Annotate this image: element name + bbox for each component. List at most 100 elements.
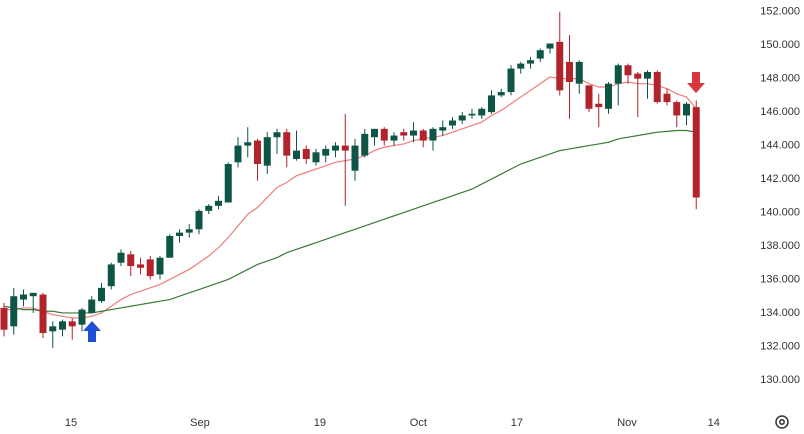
y-tick-label: 136.000 <box>760 273 800 285</box>
candle-body <box>682 103 690 116</box>
y-tick-label: 138.000 <box>760 240 800 252</box>
candle-body <box>497 92 505 96</box>
candle-body <box>595 103 603 108</box>
candle-body <box>49 326 57 332</box>
candle-body <box>195 210 203 230</box>
candle-body <box>127 254 135 267</box>
candle-body <box>546 43 554 49</box>
axes: 130.000 132.000 134.000 136.000 138.000 140.0… <box>65 6 800 429</box>
candle-body <box>517 63 525 69</box>
candle-body <box>107 264 115 287</box>
candle-body <box>663 93 671 103</box>
candle-body <box>429 128 437 141</box>
y-tick-label: 148.000 <box>760 73 800 85</box>
candle-body <box>653 71 661 103</box>
candle-body <box>487 95 495 113</box>
gear-inner <box>779 419 785 425</box>
candle-body <box>136 264 144 268</box>
x-tick-label: Nov <box>617 417 637 429</box>
candle-body <box>214 200 222 206</box>
candle-body <box>673 102 681 116</box>
candle-body <box>322 148 330 156</box>
candle-body <box>224 164 232 203</box>
x-tick-label: 19 <box>314 417 326 429</box>
candle-body <box>692 107 700 198</box>
gear-outer <box>775 415 789 429</box>
candle-body <box>185 229 193 233</box>
candle-body <box>39 294 47 334</box>
candle-body <box>273 132 281 138</box>
candle-body <box>400 132 408 136</box>
candle-body <box>439 127 447 131</box>
sell-arrow <box>687 72 705 93</box>
candle-body <box>68 321 76 327</box>
candle-body <box>234 145 242 163</box>
y-tick-label: 150.000 <box>760 39 800 51</box>
candle-body <box>458 115 466 121</box>
y-tick-label: 140.000 <box>760 206 800 218</box>
candle-body <box>19 294 27 300</box>
candle-body <box>175 232 183 236</box>
settings-icon[interactable] <box>775 415 789 429</box>
candle-body <box>380 128 388 141</box>
candle-body <box>478 108 486 116</box>
candle-body <box>634 73 642 79</box>
candle-body <box>263 137 271 166</box>
candles <box>0 11 700 349</box>
candle-body <box>351 145 359 171</box>
x-tick-label: Sep <box>190 417 210 429</box>
candle-body <box>117 252 125 263</box>
candle-body <box>526 60 534 64</box>
y-tick-label: 146.000 <box>760 106 800 118</box>
candle-body <box>283 132 291 156</box>
candle-body <box>536 50 544 59</box>
candle-body <box>292 150 300 159</box>
candle-body <box>604 83 612 109</box>
candle-body <box>556 41 564 91</box>
candle-body <box>575 61 583 84</box>
y-tick-label: 132.000 <box>760 340 800 352</box>
candle-body <box>361 133 369 156</box>
candle-body <box>419 130 427 141</box>
candle-body <box>390 135 398 141</box>
candle-body <box>146 259 154 277</box>
candle-body <box>448 120 456 126</box>
y-tick-label: 130.000 <box>760 374 800 386</box>
buy-arrow <box>83 321 101 342</box>
candle-body <box>312 152 320 163</box>
candle-body <box>88 299 96 313</box>
moving-average-line <box>3 129 697 314</box>
candle-body <box>78 309 86 325</box>
candle-body <box>253 140 261 164</box>
candle-body <box>409 130 417 136</box>
candle-body <box>468 113 476 116</box>
y-tick-label: 144.000 <box>760 139 800 151</box>
candle-body <box>29 292 37 297</box>
x-tick-label: 14 <box>708 417 720 429</box>
x-tick-label: 17 <box>511 417 523 429</box>
candle-body <box>341 145 349 151</box>
candle-body <box>614 65 622 84</box>
candle-body <box>244 142 252 146</box>
x-tick-label: Oct <box>410 417 427 429</box>
y-tick-label: 142.000 <box>760 173 800 185</box>
candle-body <box>58 321 66 330</box>
candle-body <box>166 235 174 258</box>
y-tick-label: 134.000 <box>760 307 800 319</box>
candle-body <box>643 71 651 79</box>
candle-body <box>97 287 105 302</box>
y-tick-label: 152.000 <box>760 6 800 18</box>
x-tick-label: 15 <box>65 417 77 429</box>
candle-body <box>585 85 593 109</box>
candle-body <box>205 205 213 211</box>
candle-body <box>507 68 515 93</box>
candle-body <box>0 307 8 330</box>
candle-body <box>624 65 632 76</box>
candle-body <box>302 148 310 159</box>
candle-body <box>331 145 339 151</box>
candle-body <box>370 128 378 138</box>
candle-body <box>565 61 573 82</box>
candle-body <box>156 257 164 275</box>
